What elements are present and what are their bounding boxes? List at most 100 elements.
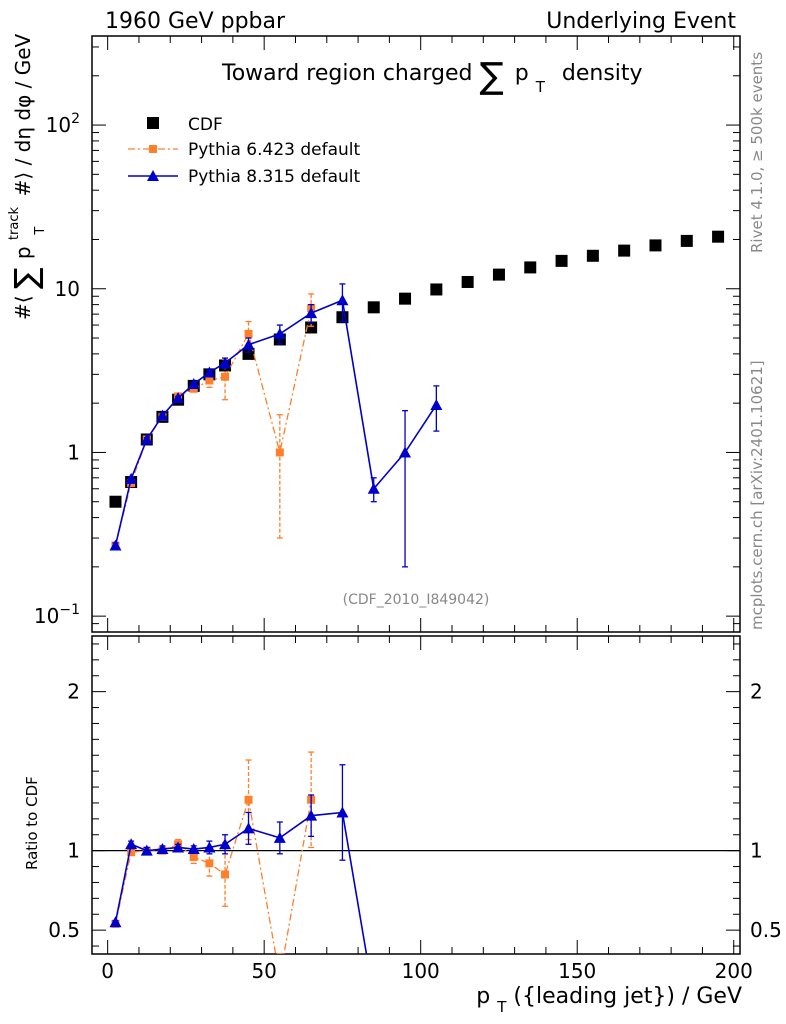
- data-point-cdf: [618, 244, 631, 257]
- legend-marker-pythia8: [147, 170, 159, 181]
- chart-title: Toward region charged ∑ p T density: [221, 56, 643, 98]
- ratio-tick-label-left: 0.5: [48, 918, 80, 942]
- ratio-line-pythia-6-423-default: [114, 799, 312, 954]
- data-point-cdf: [680, 234, 693, 247]
- data-point-pythia-6-423-default: [221, 372, 230, 381]
- data-point-cdf: [586, 249, 599, 262]
- chart-title-sum: ∑: [479, 56, 503, 97]
- data-point-pythia-8-315-default: [430, 398, 443, 410]
- y-tick-label: 10−1: [34, 602, 80, 628]
- ratio-tick-label-right: 2: [750, 680, 763, 704]
- data-point-pythia-8-315-default: [367, 482, 380, 494]
- legend-label-cdf: CDF: [188, 115, 223, 135]
- ratio-series: [109, 751, 411, 1002]
- data-point-pythia-8-315-default: [125, 472, 138, 484]
- main-series: [109, 230, 725, 568]
- ratio-point-pythia-8-315-default: [273, 831, 286, 843]
- y-tick-label-base: 10: [34, 604, 59, 628]
- x-tick-label: 0: [101, 959, 114, 983]
- ratio-tick-label-right: 1: [750, 839, 763, 863]
- legend-label-pythia6: Pythia 6.423 default: [188, 140, 361, 160]
- data-point-pythia-8-315-default: [336, 294, 349, 306]
- ratio-point-pythia-8-315-default: [203, 841, 216, 853]
- data-point-cdf: [649, 239, 662, 252]
- data-point-pythia-6-423-default: [244, 329, 253, 338]
- data-point-cdf: [712, 230, 725, 243]
- ratio-point-pythia-6-423-default: [127, 848, 136, 857]
- ratio-plot-frame: [91, 635, 741, 955]
- ratio-point-pythia-6-423-default: [205, 859, 214, 868]
- x-axis-label: p T ({leading jet}) / GeV: [476, 984, 742, 1018]
- rivet-version-label: Rivet 4.1.0, ≥ 500k events: [748, 52, 766, 253]
- data-point-pythia-8-315-default: [242, 338, 255, 350]
- ratio-point-pythia-6-423-default: [276, 974, 284, 982]
- data-point-cdf: [242, 347, 255, 360]
- data-point-cdf: [367, 301, 380, 314]
- chart-title-T: T: [535, 78, 546, 96]
- y-label-rest: #⟩ / dη dφ / GeV: [11, 33, 35, 196]
- x-tick-label: 200: [715, 959, 753, 983]
- y-tick-label-base: 10: [55, 277, 80, 301]
- legend-label-pythia8: Pythia 8.315 default: [188, 167, 361, 187]
- ratio-point-pythia-8-315-default: [172, 841, 185, 853]
- analysis-tag: (CDF_2010_I849042): [343, 592, 490, 608]
- data-point-cdf: [399, 292, 412, 305]
- ratio-point-pythia-6-423-default: [221, 870, 230, 879]
- data-point-pythia-8-315-default: [109, 539, 122, 551]
- data-point-cdf: [555, 254, 568, 267]
- ratio-point-pythia-8-315-default: [187, 843, 200, 855]
- ratio-point-pythia-8-315-default: [109, 916, 122, 928]
- y-label-sub: T: [33, 227, 48, 236]
- ratio-point-pythia-8-315-default: [305, 809, 318, 821]
- ratio-point-pythia-8-315-default: [219, 838, 232, 850]
- chart-title-prefix: Toward region charged: [221, 61, 472, 86]
- x-tick-label: 50: [251, 959, 276, 983]
- mcplots-label: mcplots.cern.ch [arXiv:2401.10621]: [748, 360, 766, 630]
- x-tick-label: 100: [402, 959, 440, 983]
- x-label-T: T: [496, 998, 507, 1016]
- data-point-pythia-8-315-default: [203, 366, 216, 378]
- header-right: Underlying Event: [546, 9, 736, 34]
- y-label-p: p: [11, 246, 35, 259]
- main-plot-frame: [91, 35, 741, 633]
- y-axis-label: #⟨ ∑ p track T #⟩ / dη dφ / GeV: [0, 33, 49, 320]
- ratio-tick-label-right: 0.5: [750, 918, 782, 942]
- legend: CDF Pythia 6.423 default Pythia 8.315 de…: [128, 115, 361, 187]
- ratio-tick-label-left: 1: [67, 839, 80, 863]
- data-point-pythia-8-315-default: [187, 377, 200, 389]
- y-tick-label-exponent: 2: [71, 111, 80, 127]
- ratio-point-pythia-8-315-default: [368, 991, 380, 1002]
- y-tick-label-base: 1: [67, 440, 80, 464]
- ratio-point-pythia-8-315-default: [125, 838, 138, 850]
- y-tick-label: 10: [55, 277, 80, 301]
- data-point-pythia-8-315-default: [140, 433, 153, 445]
- data-point-cdf: [430, 283, 443, 296]
- ratio-point-pythia-8-315-default: [399, 986, 411, 997]
- data-point-pythia-8-315-default: [156, 409, 169, 421]
- data-point-cdf: [305, 321, 318, 334]
- legend-marker-pythia6: [149, 145, 157, 153]
- data-point-cdf: [524, 261, 537, 274]
- data-point-cdf: [109, 495, 122, 508]
- legend-marker-cdf: [147, 117, 159, 129]
- x-tick-label: 150: [558, 959, 596, 983]
- ratio-tick-label-left: 2: [67, 680, 80, 704]
- data-point-pythia-8-315-default: [219, 356, 232, 368]
- data-point-cdf: [492, 268, 505, 281]
- ratio-point-pythia-8-315-default: [242, 822, 255, 834]
- y-label-hash-open: #⟨: [11, 295, 35, 320]
- y-label-sup: track: [7, 207, 22, 241]
- y-tick-label: 102: [46, 111, 80, 137]
- data-point-pythia-8-315-default: [172, 392, 185, 404]
- x-label-p: p: [476, 984, 490, 1009]
- ratio-point-pythia-6-423-default: [189, 853, 198, 862]
- y-tick-label: 1: [67, 440, 80, 464]
- ratio-y-label: Ratio to CDF: [23, 776, 41, 870]
- y-tick-label-exponent: −1: [59, 602, 80, 618]
- data-point-cdf: [461, 275, 474, 288]
- ratio-point-pythia-6-423-default: [244, 795, 253, 804]
- ratio-point-pythia-8-315-default: [140, 844, 153, 856]
- y-tick-label-base: 10: [46, 113, 71, 137]
